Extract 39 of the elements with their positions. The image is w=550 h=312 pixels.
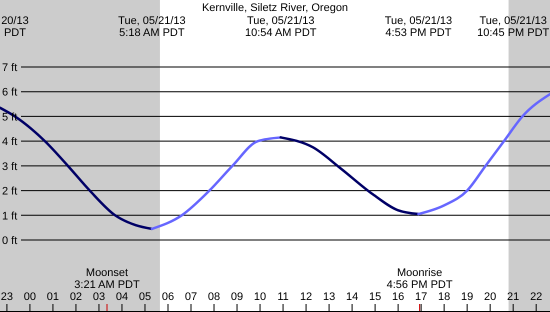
y-tick-label: 3 ft [2, 160, 18, 173]
x-tick-label: 21 [507, 291, 520, 303]
y-tick-label: 6 ft [2, 86, 18, 99]
x-tick-label: 06 [162, 291, 174, 303]
x-tick-label: 19 [461, 291, 474, 303]
x2-tick-label: Tue, 05/21/13 5:18 AM PDT [118, 15, 186, 39]
x-tick-label: 15 [368, 291, 382, 303]
x-tick-label: 23 [0, 291, 14, 303]
x-tick-label: 09 [230, 291, 244, 303]
y-tick-label: 1 ft [2, 210, 18, 222]
x-tick-label: 07 [184, 291, 198, 303]
x-tick-label: 00 [24, 291, 36, 303]
y-tick-label: 7 ft [2, 62, 18, 74]
x2-tick-label: Tue, 05/21/13 10:54 AM PDT [244, 15, 317, 39]
x2-tick-label: Tue, 05/21/13 4:53 PM PDT [384, 15, 452, 39]
x-tick-label: 12 [300, 291, 312, 303]
x-tick-label: 02 [70, 291, 82, 303]
x-tick-label: 03 [92, 291, 106, 303]
x-tick-label: 11 [277, 291, 289, 303]
x-tick-label: 16 [392, 291, 404, 303]
y-tick-label: 0 ft [2, 235, 18, 247]
x-tick-label: 22 [530, 291, 542, 303]
x-tick-label: 04 [116, 291, 128, 303]
x-tick-label: 18 [438, 291, 450, 303]
y-tick-label: 2 ft [2, 186, 18, 198]
x-tick-label: 13 [322, 291, 336, 303]
x-tick-label: 17 [415, 291, 428, 303]
x-tick-label: 20 [484, 291, 496, 303]
ref-line-label: Moonrise 4:56 PM PDT [386, 267, 453, 291]
x2-tick-label: Tue, 05/21/13 10:45 PM PDT [477, 15, 550, 39]
x2-tick-label: 20/13 PDT [1, 15, 29, 39]
x-tick-label: 14 [346, 291, 358, 303]
x-tick-label: 01 [46, 291, 60, 303]
x-tick-label: 10 [254, 291, 266, 303]
chart-title: Kernville, Siletz River, Oregon [202, 2, 348, 14]
y-tick-label: 4 ft [2, 136, 18, 148]
ref-line-label: Moonset 3:21 AM PDT [74, 267, 140, 291]
x-tick-label: 05 [138, 291, 152, 303]
x-tick-label: 08 [208, 291, 220, 303]
